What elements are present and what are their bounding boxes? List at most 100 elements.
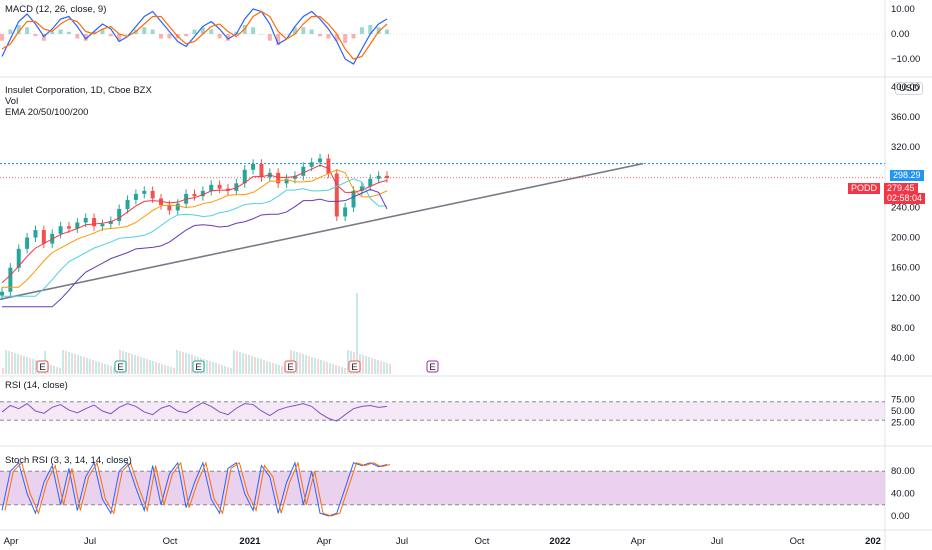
volume-bar (53, 366, 55, 374)
macd-histogram-bar (16, 25, 21, 34)
candle-body (142, 190, 147, 194)
volume-bar (83, 357, 85, 374)
macd-histogram-bar (359, 27, 364, 34)
volume-bar (65, 351, 67, 374)
volume-bar (95, 361, 97, 374)
volume-bar (338, 366, 340, 374)
candle-body (92, 217, 97, 227)
volume-bar (377, 360, 379, 374)
volume-bar (302, 354, 304, 374)
volume-bar (296, 352, 298, 374)
candle-body (58, 226, 63, 234)
volume-bar (146, 359, 148, 374)
macd-histogram-bar (184, 34, 189, 37)
volume-bar (113, 367, 115, 374)
x-tick: 202 (865, 536, 881, 547)
volume-bar (347, 350, 349, 374)
volume-bar (242, 353, 244, 374)
volume-bar (389, 364, 391, 374)
volume-bar (362, 355, 364, 374)
volume-bar (32, 359, 34, 374)
candle-body (234, 183, 239, 191)
volume-bar (86, 358, 88, 374)
macd-histogram-bar (8, 29, 13, 34)
volume-bar (323, 361, 325, 374)
macd-tick: 0.00 (891, 29, 910, 40)
volume-bar (89, 359, 91, 374)
volume-bar (26, 357, 28, 374)
macd-histogram-bar (167, 34, 172, 39)
earnings-marker (114, 360, 127, 373)
macd-histogram-bar (58, 29, 63, 34)
macd-histogram-bar (66, 31, 71, 34)
volume-bar (80, 356, 82, 374)
level-price-label: 298.29 (890, 170, 924, 181)
volume-bar (281, 366, 283, 374)
volume-bar (185, 353, 187, 374)
candle-body (242, 169, 247, 184)
volume-bar (131, 354, 133, 374)
volume-bar (374, 359, 376, 374)
volume-bar (68, 352, 70, 374)
volume-bar (239, 352, 241, 374)
candle-body (192, 193, 197, 197)
x-tick: Oct (475, 536, 490, 547)
volume-bar (137, 356, 139, 374)
volume-bar (164, 365, 166, 374)
x-tick: Jul (84, 536, 96, 547)
last-price-label: 279.45 (884, 183, 918, 194)
volume-bar (50, 365, 52, 374)
currency-badge[interactable]: USD (895, 82, 924, 95)
x-tick: Jul (711, 536, 723, 547)
volume-bar (23, 356, 25, 374)
candle-body (385, 175, 389, 179)
x-tick: Jul (396, 536, 408, 547)
macd-histogram-bar (92, 31, 97, 34)
countdown-label: 02:58:04 (884, 193, 926, 204)
x-tick: Apr (317, 536, 332, 547)
macd-histogram-bar (100, 29, 105, 34)
trendline (0, 162, 644, 301)
macd-histogram-bar (0, 34, 4, 41)
price-tick: 40.00 (891, 353, 915, 364)
rsi-line (1, 402, 388, 422)
earnings-marker-label: E (39, 362, 45, 373)
ema-line-2 (2, 178, 387, 297)
price-tick: 80.00 (891, 323, 915, 334)
candle-body (301, 166, 306, 176)
macd-histogram-bar (209, 29, 214, 34)
candle-body (326, 158, 331, 174)
candle-body (200, 190, 205, 197)
volume-bar (179, 351, 181, 374)
candle-body (251, 163, 256, 170)
candle-body (259, 163, 264, 178)
macd-histogram-bar (351, 34, 356, 39)
candle-body (309, 162, 314, 167)
candle-body (368, 178, 373, 187)
macd-series-1 (1, 10, 388, 60)
volume-bar (20, 355, 22, 374)
volume-bar (128, 353, 130, 374)
price-tick: 200.00 (891, 233, 920, 244)
volume-bar (218, 364, 220, 374)
macd-histogram-bar (217, 34, 222, 39)
macd-histogram-bar (125, 34, 130, 35)
volume-bar (74, 354, 76, 374)
volume-bar (341, 367, 343, 374)
volume-bar (371, 358, 373, 374)
volume-bar (152, 361, 154, 374)
earnings-marker (348, 360, 361, 373)
earnings-marker-label: E (351, 362, 357, 373)
volume-bar (329, 363, 331, 374)
volume-bar (308, 356, 310, 374)
volume-bar (188, 354, 190, 374)
candle-body (66, 226, 71, 229)
volume-bar (56, 367, 58, 374)
volume-bar (305, 355, 307, 374)
volume-bar (233, 350, 235, 374)
volume-bar (386, 363, 388, 374)
macd-histogram-bar (368, 25, 373, 34)
candle-body (25, 237, 30, 249)
macd-histogram-bar (276, 34, 281, 46)
